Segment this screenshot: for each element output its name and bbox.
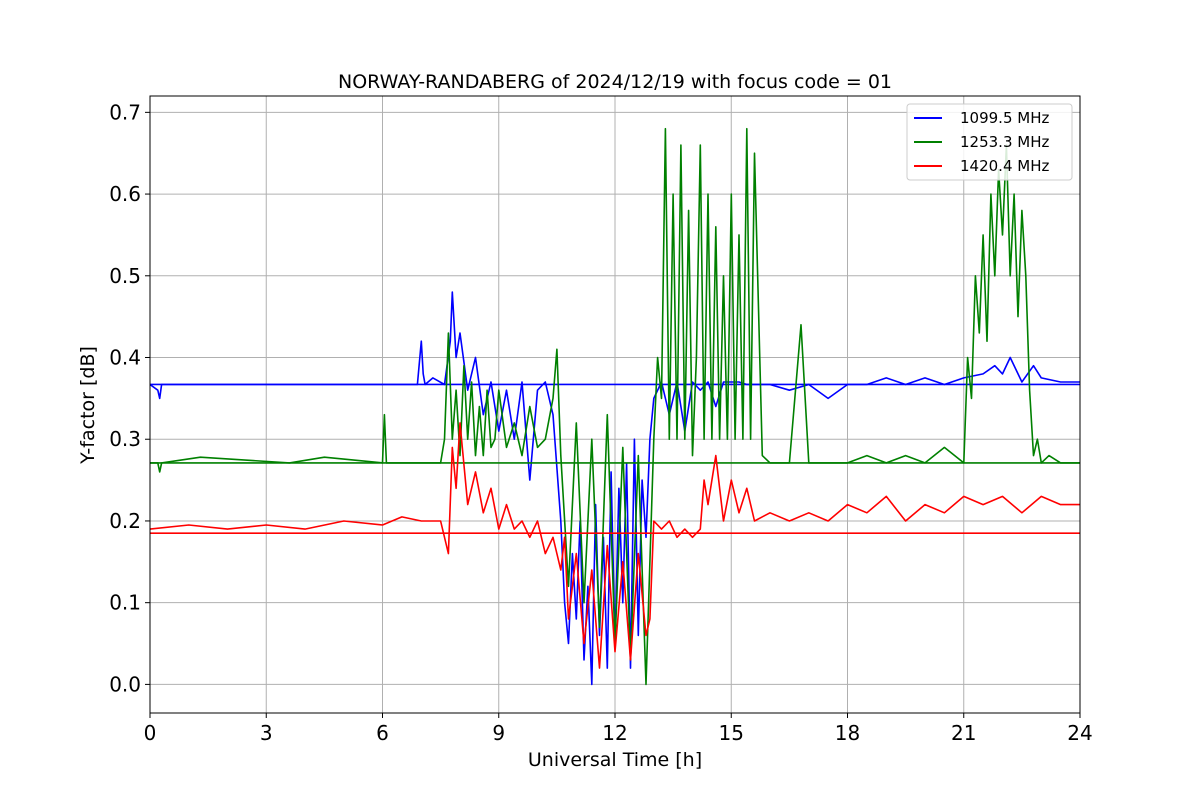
series-1: [150, 127, 1080, 686]
series-layer: [149, 127, 1080, 686]
y-tick-label: 0.2: [109, 509, 141, 533]
legend-label-0: 1099.5 MHz: [960, 109, 1049, 127]
legend-label-1: 1253.3 MHz: [960, 133, 1049, 151]
x-tick-label: 9: [492, 721, 505, 745]
chart-title: NORWAY-RANDABERG of 2024/12/19 with focu…: [338, 71, 892, 93]
legend-box: [906, 103, 1073, 181]
y-tick-label: 0.0: [109, 672, 141, 696]
y-tick-label: 0.1: [109, 591, 141, 615]
series-1-line: [150, 127, 1080, 686]
x-tick-label: 0: [144, 721, 157, 745]
series-2-line: [149, 422, 1080, 669]
ticks: 0 3 6 9 12 15 18 21 24 0.0 0.1 0.2 0.3 0.4 0.5 0.6 0.7: [109, 100, 1093, 745]
y-axis-label: Y-factor [dB]: [77, 346, 99, 465]
x-tick-label: 12: [602, 721, 627, 745]
y-tick-label: 0.4: [109, 346, 141, 370]
x-tick-label: 24: [1067, 721, 1092, 745]
x-tick-label: 6: [376, 721, 389, 745]
x-axis-label: Universal Time [h]: [528, 749, 702, 771]
x-tick-label: 3: [260, 721, 273, 745]
y-tick-label: 0.3: [109, 427, 141, 451]
y-tick-label: 0.7: [109, 100, 141, 124]
x-tick-label: 18: [835, 721, 860, 745]
y-tick-label: 0.5: [109, 264, 141, 288]
y-tick-label: 0.6: [109, 182, 141, 206]
series-2: [149, 422, 1080, 669]
legend: 1099.5 MHz 1253.3 MHz 1420.4 MHz: [906, 103, 1073, 181]
legend-label-2: 1420.4 MHz: [960, 157, 1049, 175]
x-tick-label: 15: [719, 721, 744, 745]
x-tick-label: 21: [951, 721, 976, 745]
